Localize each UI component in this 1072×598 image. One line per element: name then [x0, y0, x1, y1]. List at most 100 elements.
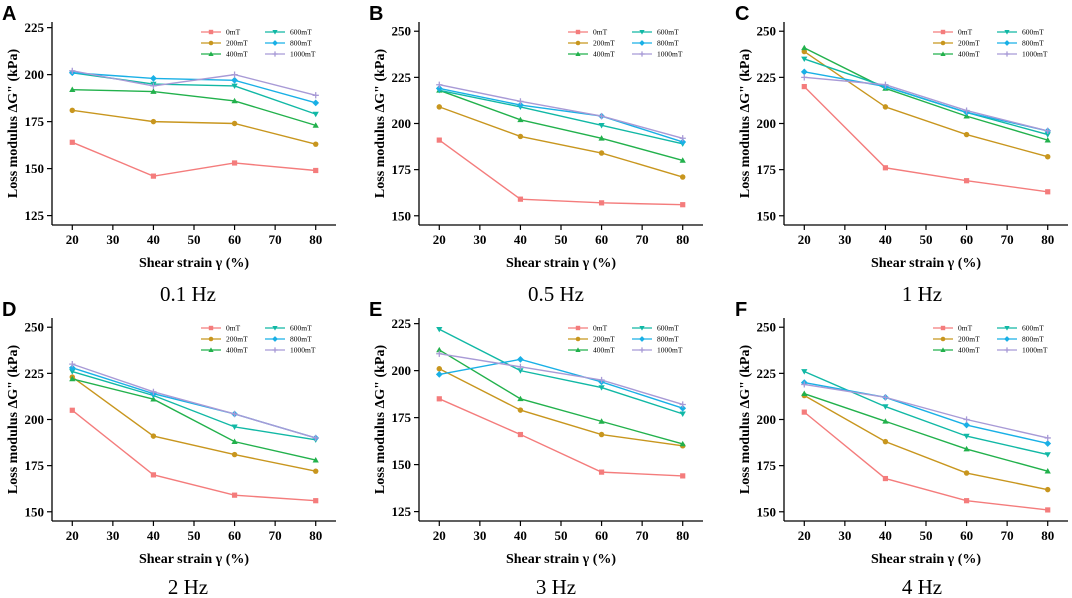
- data-point-200mT: [1044, 486, 1051, 493]
- legend-marker: [1004, 51, 1010, 57]
- legend-label: 0mT: [593, 324, 608, 333]
- data-point-1000mT: [598, 112, 605, 120]
- legend-label: 600mT: [1022, 28, 1044, 37]
- data-point-800mT: [800, 68, 808, 76]
- y-tick-label: 150: [25, 161, 45, 176]
- data-point-400mT: [517, 116, 524, 123]
- data-point-1000mT: [801, 74, 808, 81]
- data-point-1000mT: [312, 434, 319, 442]
- legend-label: 400mT: [593, 346, 615, 355]
- legend-label: 800mT: [657, 39, 679, 48]
- series-line-200mT: [72, 109, 316, 145]
- legend-label: 800mT: [290, 39, 312, 48]
- panel-c: C 20 30 40 50 60 70 80 150 175 200 225 250 Shear stra…: [735, 3, 1068, 306]
- y-tick-label: 250: [757, 24, 777, 39]
- data-point-600mT: [598, 385, 605, 391]
- data-point-1000mT: [150, 388, 157, 395]
- data-point-1000mT: [231, 410, 238, 418]
- legend-marker: [208, 29, 214, 35]
- legend-marker: [940, 29, 946, 35]
- y-tick-label: 150: [392, 208, 412, 223]
- legend-marker: [639, 51, 645, 57]
- data-point-400mT: [69, 375, 76, 382]
- legend-marker: [575, 336, 581, 342]
- data-point-0mT: [1045, 189, 1051, 195]
- panel-e: E 20 30 40 50 60 70 80 125 150 175 200 225 Shear stra…: [369, 299, 703, 598]
- series-line-800mT: [804, 71, 1048, 132]
- legend-label: 200mT: [593, 335, 615, 344]
- x-tick-label: 60: [228, 232, 241, 247]
- data-point-0mT: [150, 472, 157, 478]
- x-tick-label: 30: [473, 232, 486, 247]
- data-point-400mT: [312, 122, 319, 128]
- data-point-400mT: [69, 86, 76, 93]
- legend-marker: [575, 40, 581, 46]
- data-point-1000mT: [1044, 127, 1051, 135]
- data-point-1000mT: [801, 381, 808, 388]
- data-point-800mT: [517, 355, 524, 363]
- data-point-400mT: [231, 438, 238, 444]
- data-point-400mT: [598, 418, 605, 424]
- x-tick-label: 40: [514, 232, 527, 247]
- legend-marker: [1004, 30, 1010, 35]
- data-point-800mT: [435, 85, 443, 92]
- legend: 0mT 200mT 400mT 600mT 800mT 1000mT: [933, 324, 1048, 355]
- data-point-0mT: [801, 83, 807, 90]
- series-line-0mT: [803, 411, 1048, 511]
- series-line-600mT: [439, 89, 683, 145]
- x-tick-label: 20: [66, 528, 79, 543]
- y-tick-label: 150: [392, 457, 412, 472]
- x-tick-label: 80: [676, 528, 689, 543]
- x-tick-label: 80: [1041, 528, 1054, 543]
- x-tick-label: 40: [879, 528, 892, 543]
- data-point-200mT: [150, 118, 157, 125]
- y-tick-label: 200: [757, 412, 777, 427]
- y-axis-title: Loss modulus ΔG" (kPa): [373, 49, 388, 199]
- y-tick-label: 175: [392, 162, 412, 177]
- x-axis-title: Shear strain γ (%): [871, 552, 981, 567]
- data-point-0mT: [680, 202, 686, 208]
- series-line-800mT: [804, 381, 1048, 445]
- panel-letter: E: [369, 299, 382, 321]
- series-line-0mT: [71, 409, 316, 502]
- legend-label: 0mT: [226, 28, 241, 37]
- data-point-200mT: [436, 366, 443, 372]
- legend-label: 800mT: [657, 335, 679, 344]
- series-line-400mT: [439, 89, 683, 162]
- legend: 0mT 200mT 400mT 600mT 800mT 1000mT: [568, 324, 683, 355]
- data-point-400mT: [598, 135, 605, 141]
- legend-label: 600mT: [290, 324, 312, 333]
- data-point-200mT: [231, 451, 238, 458]
- x-tick-label: 20: [433, 528, 446, 543]
- legend-marker: [940, 347, 946, 352]
- series-line-600mT: [804, 370, 1048, 456]
- legend-marker: [639, 326, 645, 331]
- legend-marker: [272, 51, 278, 57]
- legend-marker: [639, 30, 645, 35]
- legend-label: 0mT: [593, 28, 608, 37]
- series-line-0mT: [803, 86, 1048, 193]
- legend-label: 200mT: [958, 335, 980, 344]
- panel-letter: C: [735, 3, 749, 25]
- series-line-1000mT: [439, 84, 683, 139]
- panel-letter: F: [735, 299, 747, 321]
- data-point-400mT: [679, 440, 686, 447]
- x-tick-label: 50: [555, 528, 568, 543]
- frequency-caption: 4 Hz: [902, 575, 942, 598]
- x-tick-label: 80: [309, 232, 322, 247]
- legend-label: 600mT: [290, 28, 312, 37]
- data-point-1000mT: [436, 81, 443, 88]
- legend-marker: [940, 336, 946, 342]
- data-point-200mT: [69, 107, 76, 114]
- legend-label: 400mT: [226, 346, 248, 355]
- frequency-caption: 0.1 Hz: [160, 282, 216, 306]
- data-point-0mT: [680, 473, 686, 479]
- series-line-0mT: [439, 398, 683, 477]
- data-point-600mT: [963, 433, 970, 440]
- data-point-1000mT: [69, 67, 76, 74]
- legend-marker: [575, 51, 581, 56]
- legend-marker: [1004, 336, 1010, 342]
- x-tick-label: 20: [798, 232, 811, 247]
- data-point-800mT: [312, 99, 320, 107]
